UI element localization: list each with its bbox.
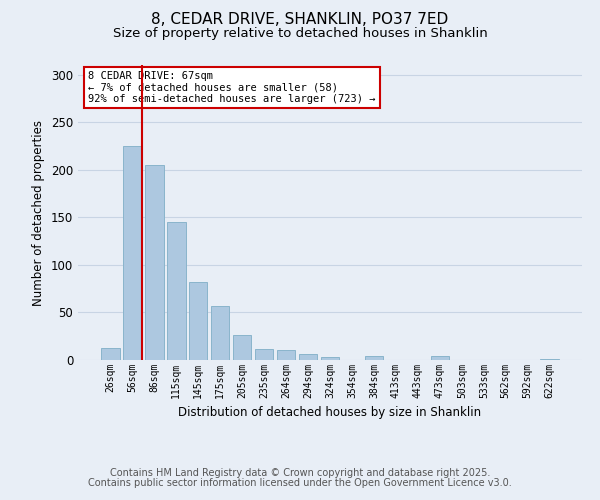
Bar <box>145 165 164 360</box>
Bar <box>431 356 449 360</box>
Bar <box>233 336 251 360</box>
Text: Size of property relative to detached houses in Shanklin: Size of property relative to detached ho… <box>113 28 487 40</box>
Text: Contains HM Land Registry data © Crown copyright and database right 2025.: Contains HM Land Registry data © Crown c… <box>110 468 490 477</box>
Bar <box>299 354 317 360</box>
Bar <box>123 146 142 360</box>
Bar <box>167 222 185 360</box>
Y-axis label: Number of detached properties: Number of detached properties <box>32 120 46 306</box>
Bar <box>101 348 119 360</box>
Text: 8 CEDAR DRIVE: 67sqm
← 7% of detached houses are smaller (58)
92% of semi-detach: 8 CEDAR DRIVE: 67sqm ← 7% of detached ho… <box>88 71 376 104</box>
Bar <box>365 356 383 360</box>
Bar <box>320 357 340 360</box>
Bar <box>277 350 295 360</box>
Bar <box>189 282 208 360</box>
Bar <box>255 348 274 360</box>
Bar <box>541 359 559 360</box>
Text: Contains public sector information licensed under the Open Government Licence v3: Contains public sector information licen… <box>88 478 512 488</box>
Text: 8, CEDAR DRIVE, SHANKLIN, PO37 7ED: 8, CEDAR DRIVE, SHANKLIN, PO37 7ED <box>151 12 449 28</box>
Bar <box>211 306 229 360</box>
X-axis label: Distribution of detached houses by size in Shanklin: Distribution of detached houses by size … <box>178 406 482 420</box>
